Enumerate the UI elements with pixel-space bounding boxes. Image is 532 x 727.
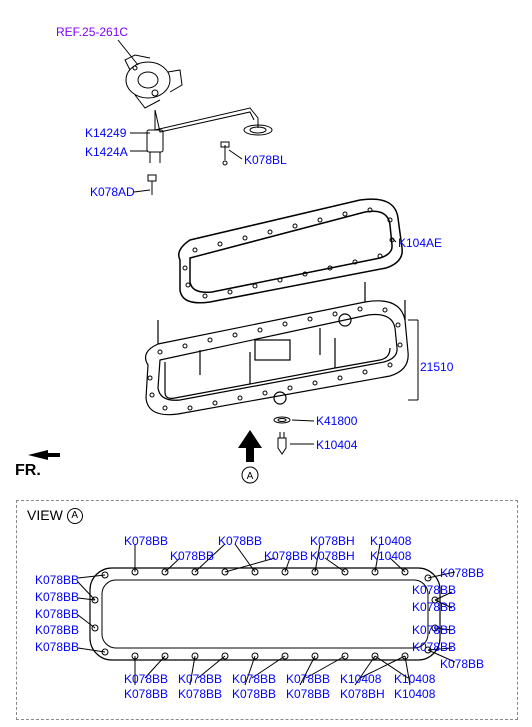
bl-t4: K078BB [170, 549, 214, 563]
ref-label: REF.25-261C [56, 25, 128, 39]
bl-l1: K078BB [35, 590, 79, 604]
svg-text:A: A [247, 471, 254, 482]
label-K104AE: K104AE [398, 236, 442, 250]
bl-b3: K078BB [286, 687, 330, 701]
bl-b6: K078BB [124, 672, 168, 686]
label-21510: 21510 [420, 360, 453, 374]
bl-r0: K078BB [440, 566, 484, 580]
bl-b0: K078BB [124, 687, 168, 701]
bl-t5: K078BB [264, 549, 308, 563]
bl-l3: K078BB [35, 623, 79, 637]
bl-b7: K078BB [178, 672, 222, 686]
label-K10404: K10404 [316, 438, 357, 452]
label-K078AD: K078AD [90, 185, 135, 199]
bl-t6: K078BH [310, 549, 355, 563]
bl-b4: K078BH [340, 687, 385, 701]
ref-prefix: REF. [56, 25, 82, 39]
bl-b9: K078BB [286, 672, 330, 686]
bl-r4: K078BB [412, 640, 456, 654]
bl-r1: K078BB [412, 583, 456, 597]
bl-t1: K078BB [218, 534, 262, 548]
upper-diagram: A [0, 0, 532, 500]
bl-b11: K10408 [394, 672, 435, 686]
bl-b5: K10408 [394, 687, 435, 701]
bl-l2: K078BB [35, 607, 79, 621]
bl-r3: K078BB [412, 623, 456, 637]
bl-t7: K10408 [370, 549, 411, 563]
bl-r2: K078BB [412, 600, 456, 614]
bl-b8: K078BB [232, 672, 276, 686]
bl-t2: K078BH [310, 534, 355, 548]
label-K41800: K41800 [316, 414, 357, 428]
fr-label: FR. [15, 462, 41, 480]
bl-t3: K10408 [370, 534, 411, 548]
bl-l0: K078BB [35, 573, 79, 587]
bl-r5: K078BB [440, 657, 484, 671]
ref-code: 25-261C [82, 25, 128, 39]
bl-b2: K078BB [232, 687, 276, 701]
bl-t0: K078BB [124, 534, 168, 548]
bl-b10: K10408 [340, 672, 381, 686]
label-K078BL: K078BL [244, 153, 287, 167]
label-K1424A: K1424A [85, 145, 128, 159]
bl-b1: K078BB [178, 687, 222, 701]
label-K14249: K14249 [85, 126, 126, 140]
bl-l4: K078BB [35, 640, 79, 654]
